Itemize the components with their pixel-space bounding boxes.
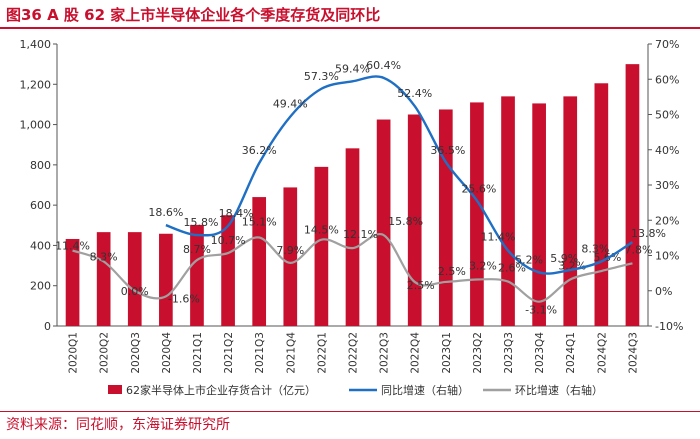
left-tick-label: 1,400 xyxy=(20,38,52,51)
legend-label-inventory: 62家半导体上市企业存货合计（亿元） xyxy=(126,383,316,397)
yoy-data-label: 25.6% xyxy=(461,183,496,196)
right-tick-label: 10% xyxy=(655,250,679,263)
qoq-data-label: 7.8% xyxy=(624,243,652,256)
bar xyxy=(159,233,173,326)
x-tick-label: 2022Q4 xyxy=(410,332,422,374)
bar xyxy=(438,109,453,326)
title-rule xyxy=(0,27,700,29)
right-tick-label: 20% xyxy=(655,214,679,227)
right-tick-label: 0% xyxy=(655,285,672,298)
x-tick-label: 2022Q2 xyxy=(348,332,360,374)
yoy-data-label: 5.2% xyxy=(515,253,543,266)
bar xyxy=(252,197,267,326)
qoq-data-label: 8.3% xyxy=(90,250,118,263)
qoq-data-label: 12.1% xyxy=(343,228,378,241)
yoy-data-label: 60.4% xyxy=(366,59,401,72)
qoq-data-label: 8.7% xyxy=(183,243,211,256)
yoy-data-label: 18.6% xyxy=(148,206,183,219)
qoq-data-label: 0.0% xyxy=(121,285,149,298)
chart-title: 图36 A 股 62 家上市半导体企业各个季度存货及同环比 xyxy=(6,6,381,24)
left-tick-label: 200 xyxy=(30,280,51,293)
right-tick-label: 40% xyxy=(655,144,679,157)
yoy-data-label: 36.2% xyxy=(242,144,277,157)
yoy-data-label: 57.3% xyxy=(304,70,339,83)
x-tick-label: 2021Q4 xyxy=(285,332,297,374)
bar xyxy=(283,187,298,326)
yoy-data-label: 49.4% xyxy=(273,98,308,111)
yoy-data-label: 59.4% xyxy=(335,62,370,75)
left-tick-label: 800 xyxy=(30,159,51,172)
right-tick-label: 30% xyxy=(655,179,679,192)
yoy-data-label: 5.9% xyxy=(550,252,578,265)
bar xyxy=(407,114,422,326)
yoy-data-label: 13.8% xyxy=(631,227,666,240)
bar xyxy=(532,103,546,327)
yoy-data-label: 8.3% xyxy=(581,242,609,255)
chart: 0 200 400 600 800 1,000 1,200 1,400 -10% 0% 10% 20%… xyxy=(20,38,684,397)
x-tick-label: 2022Q1 xyxy=(316,332,328,374)
qoq-growth-line xyxy=(72,232,633,303)
left-tick-label: 1,200 xyxy=(20,78,52,91)
legend-swatch-inventory xyxy=(108,385,122,394)
x-tick-label: 2020Q2 xyxy=(99,332,111,374)
yoy-data-label: 15.8% xyxy=(183,216,218,229)
bar xyxy=(563,96,578,326)
x-tick-label: 2020Q4 xyxy=(161,332,173,374)
yoy-data-label: 52.4% xyxy=(397,87,432,100)
left-tick-label: 1,000 xyxy=(20,119,52,132)
x-tick-label: 2023Q4 xyxy=(534,332,546,374)
qoq-data-label: 3.2% xyxy=(469,259,497,272)
x-tick-label: 2023Q1 xyxy=(441,332,453,374)
qoq-data-label: 15.1% xyxy=(242,216,277,229)
x-tick-label: 2023Q2 xyxy=(472,332,484,374)
bar xyxy=(96,232,111,326)
bar xyxy=(65,238,80,326)
bar xyxy=(221,215,235,326)
qoq-data-label: 11.4% xyxy=(55,240,90,253)
bar xyxy=(314,166,329,326)
qoq-data-label: 15.8% xyxy=(388,215,423,228)
qoq-data-label: 2.5% xyxy=(407,279,435,292)
legend-label-yoy: 同比增速（右轴） xyxy=(381,383,469,397)
qoq-data-label: 14.5% xyxy=(304,224,339,237)
yoy-data-label: 11.4% xyxy=(481,231,516,244)
bar xyxy=(127,232,142,326)
bar xyxy=(376,119,391,327)
left-tick-label: 600 xyxy=(30,199,51,212)
legend-label-qoq: 环比增速（右轴） xyxy=(515,383,603,397)
x-tick-label: 2022Q3 xyxy=(379,332,391,374)
bar xyxy=(190,224,204,326)
bar xyxy=(625,64,640,327)
left-tick-label: 0 xyxy=(44,320,51,333)
x-tick-label: 2020Q3 xyxy=(130,332,142,374)
bar xyxy=(594,83,609,327)
right-tick-label: 60% xyxy=(655,73,679,86)
qoq-data-label: 10.7% xyxy=(211,234,246,247)
yoy-data-label: 18.4% xyxy=(219,207,254,220)
bar xyxy=(501,96,515,326)
x-tick-label: 2024Q3 xyxy=(627,332,639,374)
x-tick-label: 2023Q3 xyxy=(503,332,515,374)
x-tick-label: 2020Q1 xyxy=(68,332,80,374)
x-tick-label: 2021Q1 xyxy=(192,332,204,374)
x-tick-label: 2021Q2 xyxy=(223,332,235,374)
right-tick-label: 50% xyxy=(655,109,679,122)
x-tick-label: 2024Q1 xyxy=(565,332,577,374)
source-note: 资料来源：同花顺，东海证券研究所 xyxy=(6,417,230,433)
bar xyxy=(345,148,360,326)
bar xyxy=(470,102,484,327)
qoq-data-label: 7.9% xyxy=(276,244,304,257)
qoq-data-label: -1.6% xyxy=(168,292,200,305)
right-tick-label: 70% xyxy=(655,38,679,51)
qoq-data-label: 2.6% xyxy=(498,262,526,275)
yoy-data-label: 36.5% xyxy=(430,144,465,157)
qoq-data-label: 2.5% xyxy=(438,265,466,278)
yoy-growth-line xyxy=(165,75,634,275)
source-rule xyxy=(0,411,700,412)
qoq-data-label: -3.1% xyxy=(525,304,557,317)
right-tick-label: -10% xyxy=(655,320,683,333)
x-tick-label: 2021Q3 xyxy=(254,332,266,374)
left-tick-label: 400 xyxy=(30,239,51,252)
x-tick-label: 2024Q2 xyxy=(596,332,608,374)
